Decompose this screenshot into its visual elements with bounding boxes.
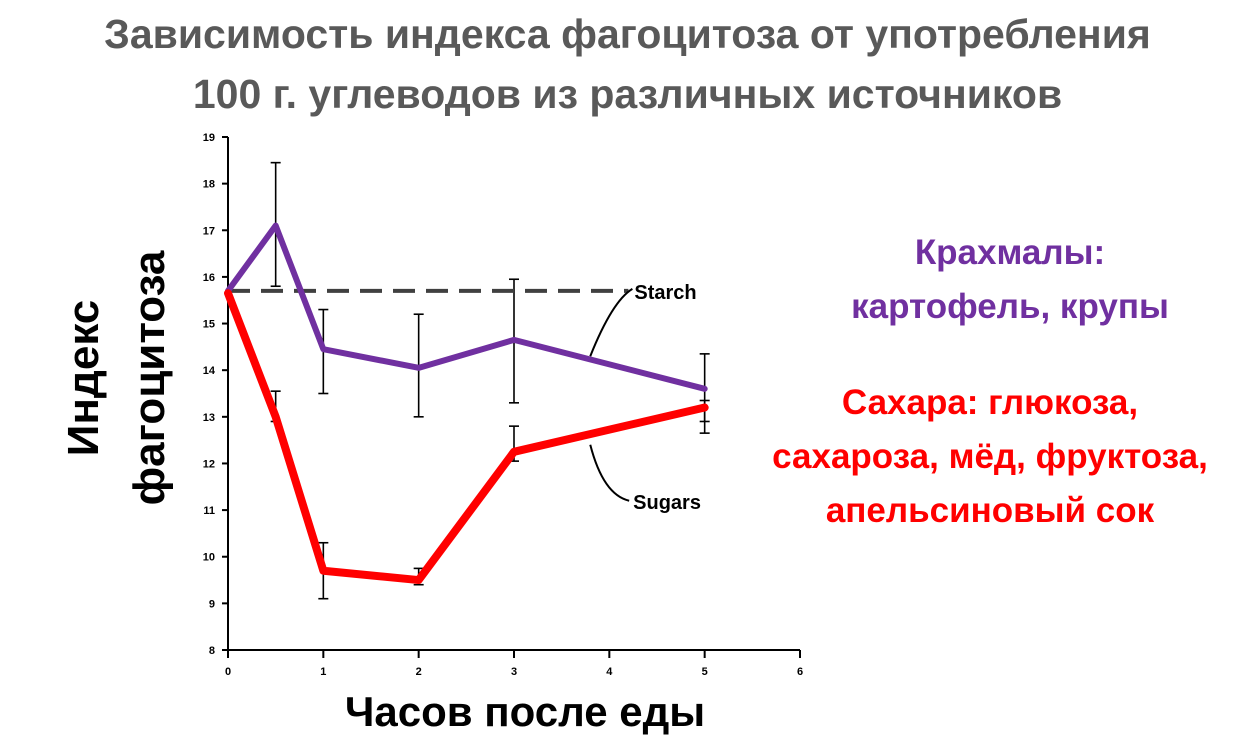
y-tick-label: 12 bbox=[203, 458, 215, 470]
y-tick-label: 8 bbox=[209, 645, 215, 657]
y-tick-label: 16 bbox=[203, 272, 215, 284]
series-label-sugars: Sugars bbox=[633, 492, 701, 514]
series-line-sugars bbox=[224, 289, 709, 585]
y-tick-label: 15 bbox=[203, 319, 215, 331]
y-tick-label: 14 bbox=[203, 365, 216, 377]
series-line-starch bbox=[225, 222, 708, 392]
y-tick-label: 9 bbox=[209, 598, 215, 610]
y-tick-label: 10 bbox=[203, 552, 215, 564]
sugars-annotation-line-1: Сахара: глюкоза, bbox=[841, 383, 1139, 422]
y-tick-label: 18 bbox=[203, 179, 215, 191]
starch-annotation-line-2: картофель, крупы bbox=[851, 287, 1169, 326]
sugars-annotation: Сахара: глюкоза, сахароза, мёд, фруктоза… bbox=[730, 376, 1250, 538]
x-tick-label: 1 bbox=[320, 666, 326, 678]
y-tick-label: 17 bbox=[203, 225, 215, 237]
y-axis-label-line-2: фагоцитоза bbox=[125, 250, 174, 506]
x-tick-label: 5 bbox=[702, 666, 708, 678]
y-axis-label: Индекс фагоцитоза bbox=[52, 218, 182, 538]
sugars-annotation-line-2: сахароза, мёд, фруктоза, bbox=[772, 437, 1208, 476]
x-tick-label: 0 bbox=[225, 666, 231, 678]
starch-annotation-line-1: Крахмалы: bbox=[914, 233, 1106, 272]
chart-title-line-1: Зависимость индекса фагоцитоза от употре… bbox=[104, 11, 1151, 57]
sugars-annotation-line-3: апельсиновый сок bbox=[825, 491, 1155, 530]
x-tick-label: 2 bbox=[416, 666, 422, 678]
starch-leader-line bbox=[589, 288, 633, 357]
x-tick-label: 4 bbox=[606, 666, 613, 678]
x-axis-label: Часов после еды bbox=[344, 688, 706, 735]
y-tick-label: 11 bbox=[203, 505, 215, 517]
series-label-starch: Starch bbox=[634, 282, 696, 304]
chart-title: Зависимость индекса фагоцитоза от употре… bbox=[0, 4, 1255, 124]
x-tick-label: 3 bbox=[511, 666, 517, 678]
starch-annotation: Крахмалы: картофель, крупы bbox=[780, 226, 1240, 334]
y-tick-label: 13 bbox=[203, 412, 215, 424]
chart-title-line-2: 100 г. углеводов из различных источников bbox=[192, 71, 1063, 117]
x-tick-label: 6 bbox=[797, 666, 803, 678]
y-tick-label: 19 bbox=[203, 132, 215, 144]
sugars-leader-line bbox=[589, 444, 630, 502]
y-axis-label-line-1: Индекс bbox=[59, 299, 108, 457]
